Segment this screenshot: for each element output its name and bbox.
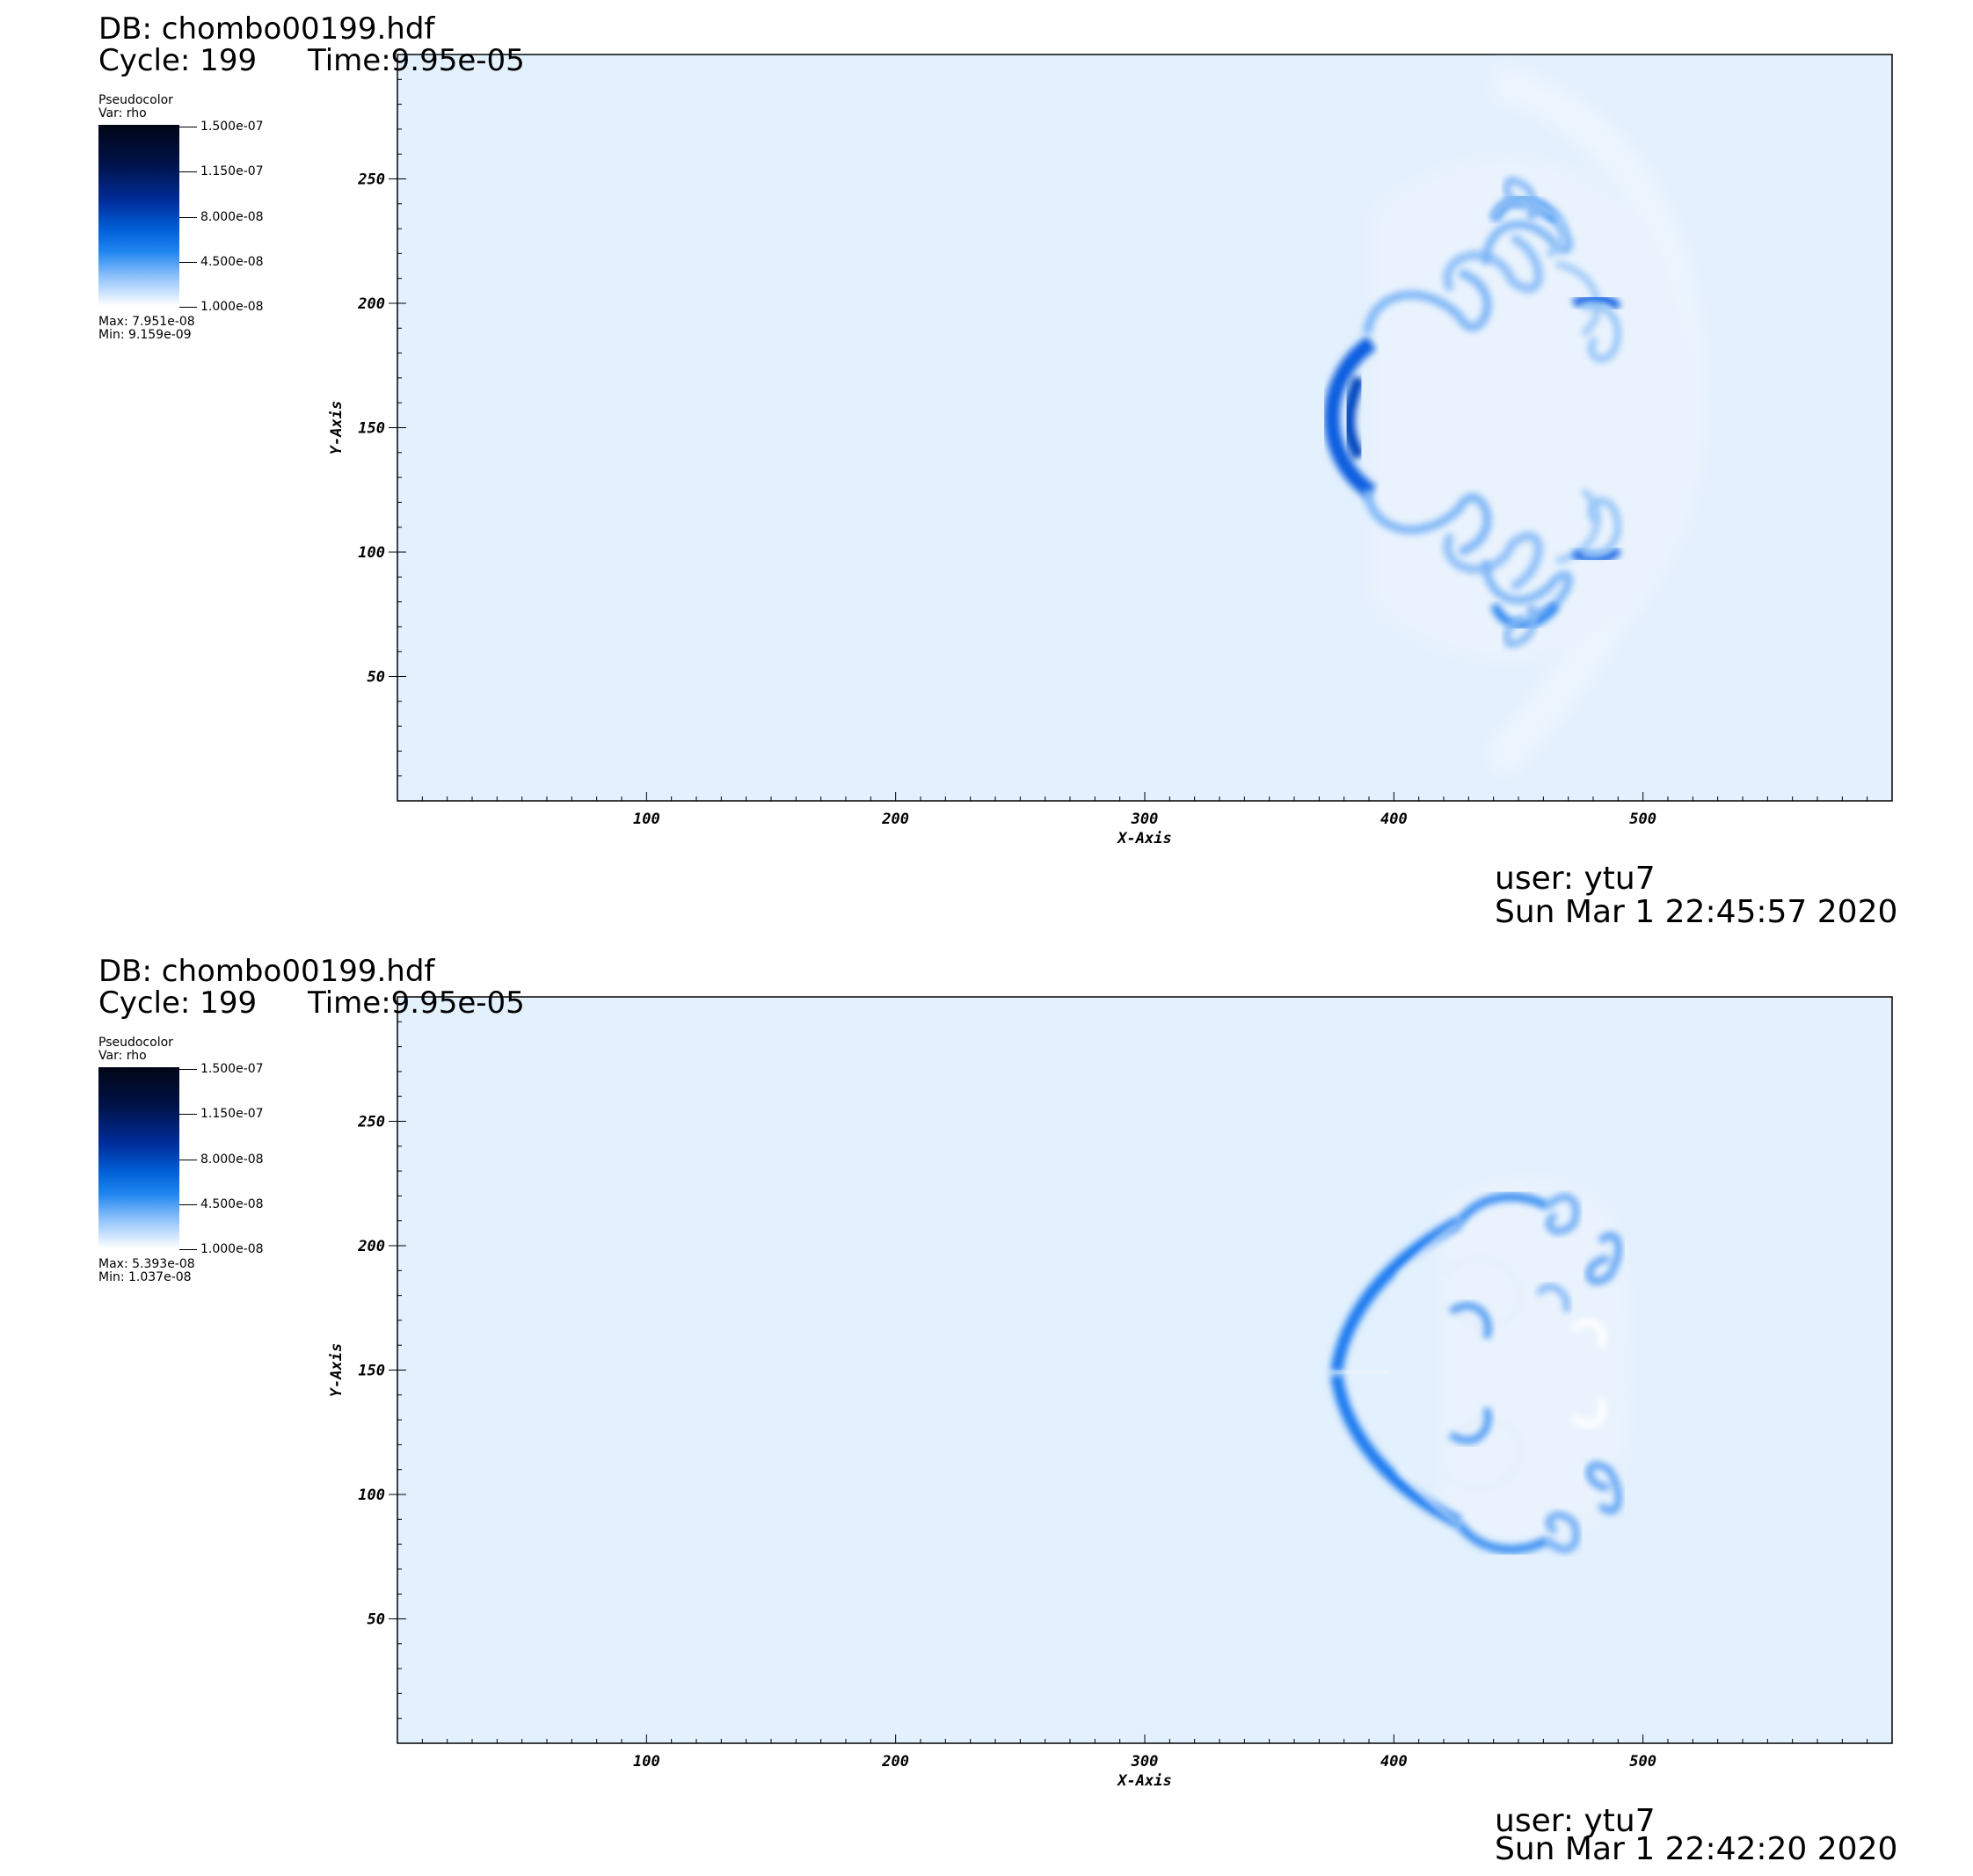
y-tick-label: 250 bbox=[357, 1114, 385, 1131]
colorbar-tick bbox=[179, 1069, 197, 1070]
database-title: DB: chombo00199.hdf bbox=[98, 954, 435, 989]
legend-variable: Var: rho bbox=[98, 1049, 147, 1063]
legend-min: Min: 1.037e-08 bbox=[98, 1270, 192, 1284]
y-tick-label: 100 bbox=[358, 544, 385, 562]
x-tick-label: 200 bbox=[881, 1753, 909, 1771]
date-label: Sun Mar 1 22:42:20 2020 bbox=[1495, 1831, 1898, 1867]
cycle-label: Cycle: 199 bbox=[98, 985, 258, 1021]
legend-plot-type: Pseudocolor bbox=[98, 1036, 173, 1050]
colorbar-label: 4.500e-08 bbox=[200, 255, 264, 269]
colorbar bbox=[98, 1067, 179, 1248]
x-tick-label: 300 bbox=[1131, 811, 1159, 828]
plot-panel-bottom: 100 200 300 400 500 250 200 150 100 50 X-Axis Y-Axi… bbox=[0, 942, 1973, 1876]
colorbar bbox=[98, 125, 179, 306]
y-tick-label: 150 bbox=[358, 1363, 385, 1380]
legend-max: Max: 7.951e-08 bbox=[98, 315, 195, 329]
density-field bbox=[1324, 63, 1704, 778]
colorbar-label: 4.500e-08 bbox=[200, 1197, 264, 1211]
colorbar-tick bbox=[179, 307, 197, 308]
x-axis-title: X-Axis bbox=[1116, 1772, 1171, 1790]
x-tick-label: 500 bbox=[1629, 1753, 1656, 1771]
x-tick-label: 400 bbox=[1380, 1753, 1408, 1771]
x-tick-label: 100 bbox=[633, 1753, 660, 1771]
colorbar-label: 1.000e-08 bbox=[200, 1242, 264, 1256]
colorbar-label: 1.500e-07 bbox=[200, 120, 264, 134]
colorbar-label: 8.000e-08 bbox=[200, 210, 264, 224]
colorbar-label: 1.150e-07 bbox=[200, 1107, 264, 1121]
plot-panel-top: 100 200 300 400 500 250 200 150 100 50 X-Axis Y-Axi… bbox=[0, 0, 1973, 934]
legend-plot-type: Pseudocolor bbox=[98, 93, 173, 107]
x-tick-label: 300 bbox=[1131, 1753, 1159, 1771]
colorbar-label: 8.000e-08 bbox=[200, 1153, 264, 1167]
density-field bbox=[1330, 1178, 1631, 1554]
time-label: Time:9.95e-05 bbox=[308, 985, 525, 1021]
colorbar-tick bbox=[179, 1249, 197, 1250]
colorbar-tick bbox=[179, 171, 197, 172]
y-tick-label: 50 bbox=[368, 1611, 385, 1629]
y-axis-title: Y-Axis bbox=[328, 401, 346, 454]
legend-variable: Var: rho bbox=[98, 106, 147, 120]
x-axis-title: X-Axis bbox=[1116, 830, 1171, 847]
colorbar-tick bbox=[179, 1204, 197, 1205]
user-label: user: ytu7 bbox=[1495, 861, 1656, 897]
plot-area bbox=[397, 996, 1893, 1744]
y-tick-label: 150 bbox=[358, 420, 385, 438]
pseudocolor-plot: 100 200 300 400 500 250 200 150 100 50 X-Axis Y-Axi… bbox=[328, 996, 1893, 1790]
axes: 100 200 300 400 500 250 200 150 100 50 X-Axis Y-Axi… bbox=[328, 1021, 1868, 1790]
y-tick-label: 50 bbox=[368, 669, 385, 687]
x-tick-label: 200 bbox=[881, 811, 909, 828]
colorbar-tick bbox=[179, 217, 197, 218]
y-tick-label: 100 bbox=[358, 1487, 385, 1504]
colorbar-label: 1.500e-07 bbox=[200, 1062, 264, 1076]
y-tick-label: 200 bbox=[357, 295, 385, 313]
x-tick-label: 100 bbox=[633, 811, 660, 828]
date-label: Sun Mar 1 22:45:57 2020 bbox=[1495, 894, 1898, 930]
legend-min: Min: 9.159e-09 bbox=[98, 328, 192, 342]
colorbar-tick bbox=[179, 1114, 197, 1115]
pseudocolor-plot: 100 200 300 400 500 250 200 150 100 50 X-Axis Y-Axi… bbox=[328, 54, 1893, 847]
time-label: Time:9.95e-05 bbox=[308, 43, 525, 78]
y-tick-label: 200 bbox=[357, 1238, 385, 1255]
database-title: DB: chombo00199.hdf bbox=[98, 11, 435, 47]
legend-max: Max: 5.393e-08 bbox=[98, 1257, 195, 1271]
colorbar-tick bbox=[179, 262, 197, 263]
y-tick-label: 250 bbox=[357, 171, 385, 189]
x-tick-label: 400 bbox=[1380, 811, 1408, 828]
cycle-label: Cycle: 199 bbox=[98, 43, 258, 78]
axes: 100 200 300 400 500 250 200 150 100 50 X-Axis Y-Axi… bbox=[328, 78, 1868, 847]
y-axis-title: Y-Axis bbox=[328, 1343, 346, 1397]
colorbar-label: 1.150e-07 bbox=[200, 164, 264, 178]
colorbar-label: 1.000e-08 bbox=[200, 300, 264, 314]
user-label: user: ytu7 bbox=[1495, 1803, 1656, 1839]
x-tick-label: 500 bbox=[1629, 811, 1656, 828]
